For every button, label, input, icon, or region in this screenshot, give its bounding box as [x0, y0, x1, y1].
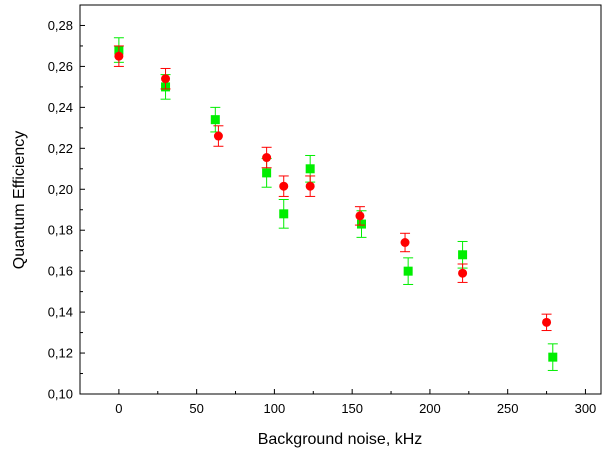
- data-point: [210, 115, 220, 125]
- y-axis: 0,10 0,12 0,14 0,16 0,18 0,20 0,22 0,24 0,26 0,28: [48, 18, 85, 402]
- x-tick-label: 0: [115, 401, 122, 416]
- green-square-series: [113, 37, 558, 371]
- y-tick-label: 0,22: [48, 141, 73, 156]
- data-series: [113, 37, 558, 371]
- red-circle-series: [113, 45, 552, 332]
- y-tick-label: 0,14: [48, 305, 73, 320]
- data-point: [114, 51, 124, 61]
- data-point: [548, 352, 558, 362]
- y-tick-label: 0,28: [48, 18, 73, 33]
- y-tick-label: 0,10: [48, 387, 73, 402]
- data-point: [279, 209, 289, 219]
- data-point: [305, 164, 315, 174]
- y-tick-label: 0,24: [48, 100, 73, 115]
- data-point: [262, 168, 272, 178]
- y-tick-label: 0,18: [48, 223, 73, 238]
- y-axis-title: Quantum Efficiency: [11, 131, 28, 269]
- data-point: [355, 211, 365, 221]
- data-point: [279, 181, 289, 191]
- x-tick-label: 50: [189, 401, 203, 416]
- x-tick-label: 300: [575, 401, 597, 416]
- y-tick-label: 0,16: [48, 264, 73, 279]
- plot-frame: [79, 4, 602, 395]
- data-point: [542, 317, 552, 327]
- data-point: [458, 268, 468, 278]
- data-point: [356, 219, 366, 229]
- x-axis: 0 50 100 150 200 250 300: [115, 389, 596, 416]
- data-point: [161, 74, 171, 84]
- x-axis-title: Background noise, kHz: [258, 431, 423, 448]
- y-tick-label: 0,26: [48, 59, 73, 74]
- x-tick-label: 100: [264, 401, 286, 416]
- data-point: [262, 153, 272, 163]
- data-point: [400, 237, 410, 247]
- x-tick-label: 250: [497, 401, 519, 416]
- y-tick-label: 0,12: [48, 346, 73, 361]
- data-point: [458, 250, 468, 260]
- x-tick-label: 200: [419, 401, 441, 416]
- data-point: [213, 131, 223, 141]
- x-tick-label: 150: [341, 401, 363, 416]
- data-point: [305, 181, 315, 191]
- y-tick-label: 0,20: [48, 182, 73, 197]
- data-point: [403, 266, 413, 276]
